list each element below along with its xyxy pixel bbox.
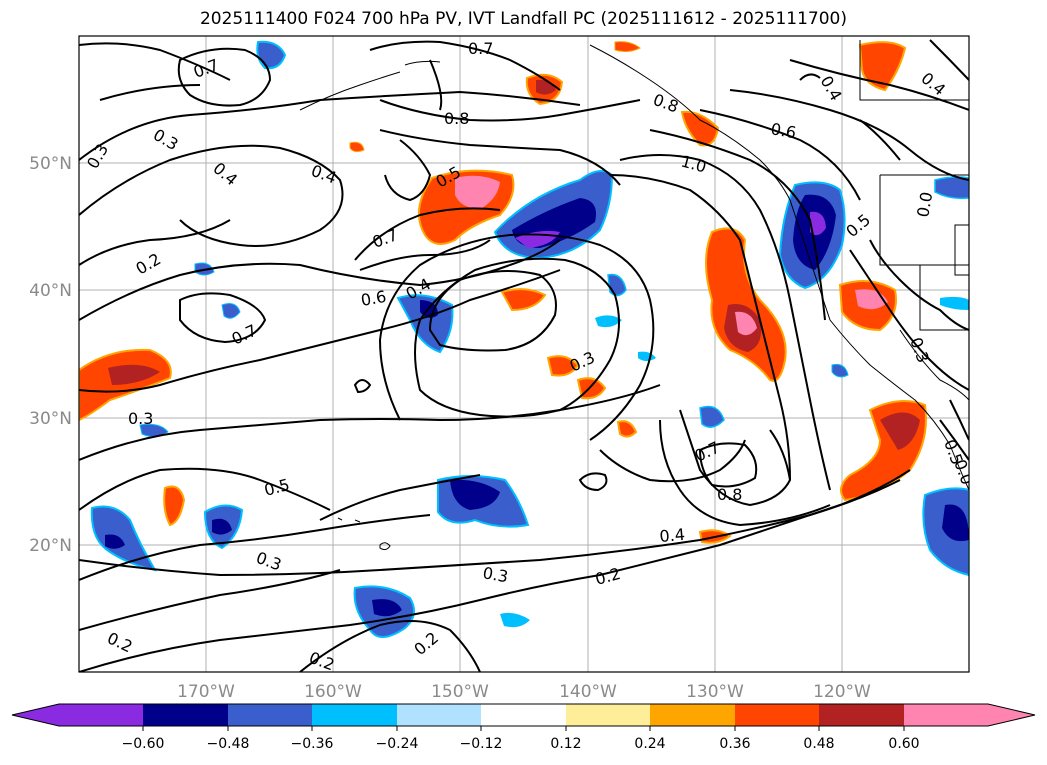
map-panel [79, 36, 969, 672]
contour-label: 0.4 [659, 525, 686, 546]
colorbar-segment-3 [312, 704, 397, 726]
colorbar-segment-5 [481, 704, 566, 726]
contour-label: 0.6 [359, 287, 387, 310]
colorbar-segment-4 [397, 704, 481, 726]
colorbar-segment-7 [650, 704, 735, 726]
colorbar-tick-label: −0.48 [207, 736, 250, 752]
colorbar-tick-label: −0.60 [122, 736, 165, 752]
lon-tick-labels: 170°W 160°W 150°W 140°W 130°W 120°W [177, 682, 871, 702]
contour-label: 0.8 [717, 485, 742, 504]
lat-tick-label: 20°N [29, 536, 72, 556]
contour-label: 0.7 [468, 39, 493, 58]
colorbar-segment-0 [12, 704, 143, 726]
colorbar-segment-2 [228, 704, 312, 726]
contour-label: 0.3 [128, 409, 153, 428]
lon-tick-label: 150°W [431, 682, 489, 702]
colorbar-segment-6 [566, 704, 650, 726]
colorbar-tick-label: 0.12 [550, 736, 581, 752]
lon-tick-label: 140°W [559, 682, 617, 702]
contour-label: 0.3 [481, 563, 509, 586]
lat-tick-label: 30°N [29, 409, 72, 429]
colorbar-tick-label: 0.60 [888, 736, 919, 752]
pv-contours [79, 39, 969, 672]
colorbar-segment-8 [735, 704, 819, 726]
colorbar-tick-label: −0.24 [376, 736, 419, 752]
map-frame [78, 35, 970, 673]
lon-tick-label: 130°W [686, 682, 744, 702]
colorbar-tick-label: 0.48 [803, 736, 834, 752]
colorbar-segment-9 [819, 704, 904, 726]
contour-label: 0.0 [913, 190, 936, 218]
colorbar-tick-label: 0.36 [719, 736, 750, 752]
lat-tick-label: 50°N [29, 154, 72, 174]
lon-tick-label: 170°W [177, 682, 235, 702]
colorbar-outline [11, 703, 1036, 727]
contour-label: 0.6 [769, 119, 797, 142]
contour-label: 0.8 [444, 109, 469, 128]
colorbar: −0.60 −0.48 −0.36 −0.24 −0.12 0.12 0.24 … [11, 703, 1036, 752]
coastlines [299, 40, 969, 551]
colorbar-tick-label: −0.36 [291, 736, 334, 752]
lon-tick-label: 120°W [813, 682, 871, 702]
colorbar-tick-label: −0.12 [460, 736, 503, 752]
lon-tick-label: 160°W [304, 682, 362, 702]
colorbar-segment-1 [143, 704, 228, 726]
map-title: 2025111400 F024 700 hPa PV, IVT Landfall… [199, 9, 847, 29]
lat-tick-label: 40°N [29, 281, 72, 301]
lat-tick-labels: 50°N 40°N 30°N 20°N [29, 154, 72, 556]
colorbar-segment-10 [904, 704, 1035, 726]
pv-shading [79, 40, 969, 638]
colorbar-tick-label: 0.24 [634, 736, 665, 752]
